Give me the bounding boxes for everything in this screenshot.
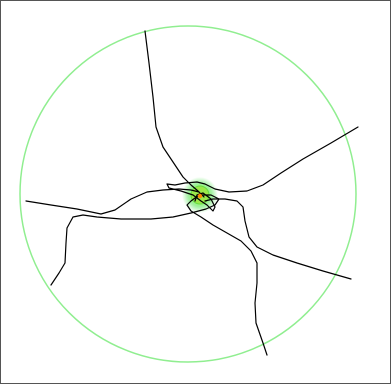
center-dot xyxy=(197,193,203,199)
trajectory-path-lower-left xyxy=(50,194,268,356)
trajectory-path-left xyxy=(25,188,200,215)
boundary-circle xyxy=(19,25,357,363)
trajectory-path-top xyxy=(144,30,205,198)
trajectory-path-lower-right xyxy=(204,198,352,280)
trajectory-path-right xyxy=(166,126,359,212)
